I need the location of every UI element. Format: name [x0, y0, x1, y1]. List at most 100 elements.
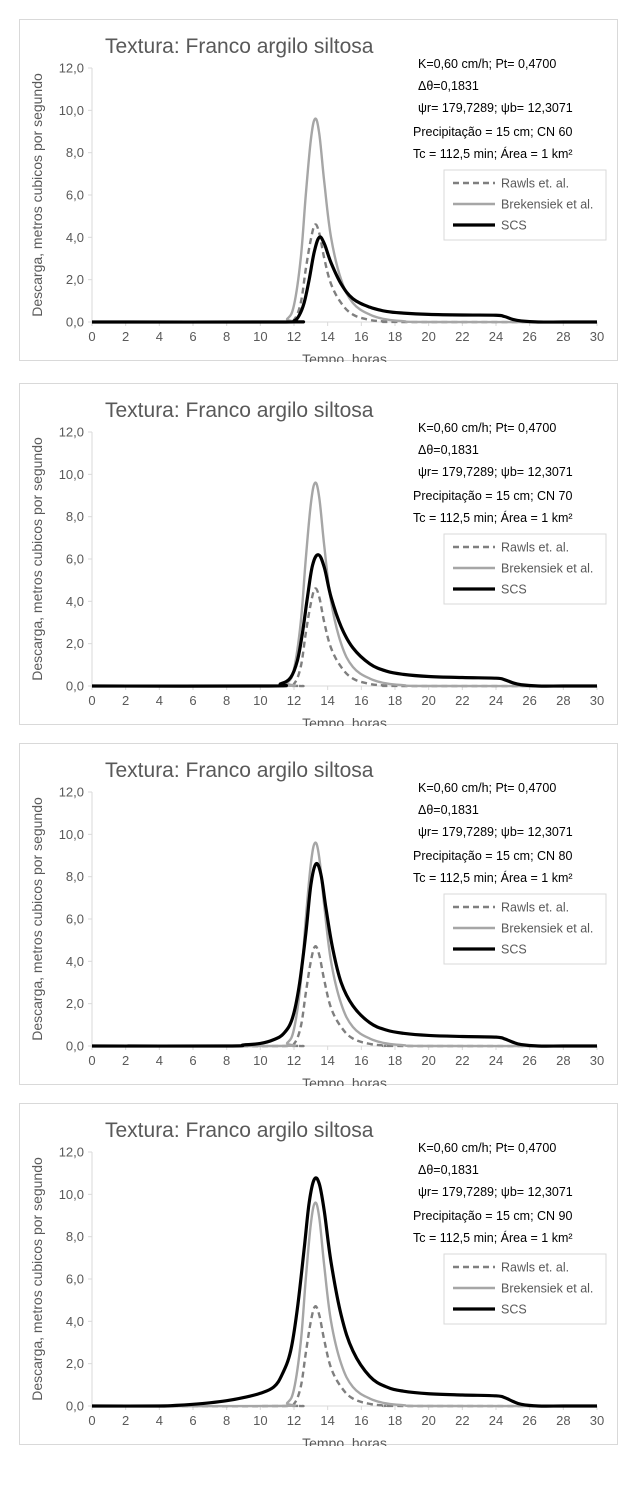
y-tick-label: 0,0	[66, 1399, 84, 1414]
x-tick-label: 0	[88, 1413, 95, 1428]
x-tick-label: 10	[253, 1053, 267, 1068]
x-tick-label: 6	[189, 1053, 196, 1068]
legend-label: Brekensiek et al.	[501, 562, 593, 576]
annotation-text: Tc = 112,5 min; Área = 1 km²	[413, 870, 573, 885]
x-tick-label: 2	[122, 1413, 129, 1428]
legend-label: SCS	[501, 1303, 527, 1317]
legend: Rawls et. al. Brekensiek et al. SCS	[443, 533, 607, 605]
x-tick-label: 2	[122, 329, 129, 344]
x-tick-label: 30	[590, 329, 604, 344]
x-tick-label: 18	[388, 329, 402, 344]
x-tick-label: 10	[253, 329, 267, 344]
chart-title: Textura: Franco argilo siltosa	[105, 35, 374, 58]
y-tick-label: 10,0	[59, 103, 84, 118]
annotation-text: Precipitação = 15 cm; CN 80	[413, 849, 572, 863]
annotation-text: ψr= 179,7289; ψb= 12,3071	[418, 101, 573, 115]
x-tick-label: 10	[253, 693, 267, 708]
y-tick-label: 12,0	[59, 425, 84, 440]
chart-panel-4: Textura: Franco argilo siltosa 0,0 2,0 4,0 6…	[19, 1103, 618, 1446]
y-axis-label: Descarga, metros cubicos por segundo	[29, 1157, 45, 1401]
x-tick-label: 26	[522, 1413, 536, 1428]
x-tick-label: 8	[223, 329, 230, 344]
x-tick-label: 20	[421, 693, 435, 708]
annotation-text: K=0,60 cm/h; Pt= 0,4700	[418, 57, 556, 71]
x-tick-label: 12	[287, 1413, 301, 1428]
annotation-text: Tc = 112,5 min; Área = 1 km²	[413, 146, 573, 161]
x-tick-label: 4	[156, 693, 163, 708]
y-tick-label: 2,0	[66, 996, 84, 1011]
legend-label: Brekensiek et al.	[501, 198, 593, 212]
annotation-text: K=0,60 cm/h; Pt= 0,4700	[418, 1141, 556, 1155]
chart-title: Textura: Franco argilo siltosa	[105, 759, 374, 782]
x-tick-label: 26	[522, 693, 536, 708]
x-tick-label: 6	[189, 329, 196, 344]
x-tick-label: 26	[522, 329, 536, 344]
x-tick-label: 6	[189, 1413, 196, 1428]
x-tick-label: 28	[556, 1053, 570, 1068]
annotation-text: Δθ=0,1831	[418, 79, 479, 93]
x-tick-label: 12	[287, 693, 301, 708]
series-line-scs	[91, 1176, 597, 1408]
annotation-text: Δθ=0,1831	[418, 803, 479, 817]
y-tick-label: 4,0	[66, 594, 84, 609]
x-tick-label: 16	[354, 1413, 368, 1428]
x-tick-label: 8	[223, 1053, 230, 1068]
x-tick-label: 26	[522, 1053, 536, 1068]
y-tick-label: 0,0	[66, 1039, 84, 1054]
series-line-rawls-et-al	[91, 587, 598, 688]
legend-label: SCS	[501, 583, 527, 597]
annotation-text: Tc = 112,5 min; Área = 1 km²	[413, 1230, 573, 1245]
x-tick-label: 18	[388, 693, 402, 708]
chart-svg: Textura: Franco argilo siltosa 0,0 2,0 4,0 6…	[29, 399, 607, 726]
y-tick-label: 12,0	[59, 1145, 84, 1160]
y-tick-label: 6,0	[66, 912, 84, 927]
y-tick-label: 4,0	[66, 1314, 84, 1329]
x-tick-label: 24	[489, 693, 503, 708]
chart-panel-1: Textura: Franco argilo siltosa 0,0 2,0 4,0 6…	[19, 19, 618, 362]
series-line-brekensiek-et-al	[91, 117, 598, 324]
x-tick-label: 22	[455, 1053, 469, 1068]
series-line-scs	[91, 553, 597, 688]
x-tick-label: 22	[455, 1413, 469, 1428]
x-tick-label: 2	[122, 693, 129, 708]
annotation-text: Precipitação = 15 cm; CN 90	[413, 1209, 572, 1223]
chart-svg: Textura: Franco argilo siltosa 0,0 2,0 4,0 6…	[29, 35, 607, 362]
x-tick-label: 4	[156, 1413, 163, 1428]
legend-label: SCS	[501, 219, 527, 233]
x-tick-label: 16	[354, 329, 368, 344]
y-tick-label: 12,0	[59, 61, 84, 76]
x-tick-label: 4	[156, 1053, 163, 1068]
x-tick-label: 18	[388, 1053, 402, 1068]
x-axis-label: Tempo, horas	[302, 1075, 387, 1086]
annotation-text: Tc = 112,5 min; Área = 1 km²	[413, 510, 573, 525]
y-tick-label: 0,0	[66, 679, 84, 694]
legend-label: Rawls et. al.	[501, 1261, 569, 1275]
legend-label: Rawls et. al.	[501, 177, 569, 191]
y-tick-label: 4,0	[66, 954, 84, 969]
series-line-rawls-et-al	[91, 1305, 598, 1408]
x-tick-label: 30	[590, 693, 604, 708]
x-tick-label: 30	[590, 1413, 604, 1428]
x-tick-label: 16	[354, 693, 368, 708]
x-tick-label: 12	[287, 1053, 301, 1068]
y-axis-label: Descarga, metros cubicos por segundo	[29, 437, 45, 681]
series-line-scs	[91, 861, 597, 1048]
x-tick-label: 22	[455, 329, 469, 344]
legend: Rawls et. al. Brekensiek et al. SCS	[443, 1253, 607, 1325]
y-tick-label: 6,0	[66, 1272, 84, 1287]
annotation-text: ψr= 179,7289; ψb= 12,3071	[418, 825, 573, 839]
annotation-text: K=0,60 cm/h; Pt= 0,4700	[418, 421, 556, 435]
y-tick-label: 2,0	[66, 636, 84, 651]
y-tick-label: 0,0	[66, 315, 84, 330]
y-tick-label: 6,0	[66, 552, 84, 567]
series-line-rawls-et-al	[91, 945, 598, 1048]
chart-panel-2: Textura: Franco argilo siltosa 0,0 2,0 4,0 6…	[19, 383, 618, 726]
x-tick-label: 20	[421, 1053, 435, 1068]
annotation-text: Δθ=0,1831	[418, 443, 479, 457]
legend-label: Brekensiek et al.	[501, 922, 593, 936]
x-tick-label: 0	[88, 693, 95, 708]
x-tick-label: 0	[88, 1053, 95, 1068]
x-tick-label: 30	[590, 1053, 604, 1068]
y-tick-label: 2,0	[66, 1356, 84, 1371]
x-tick-label: 18	[388, 1413, 402, 1428]
